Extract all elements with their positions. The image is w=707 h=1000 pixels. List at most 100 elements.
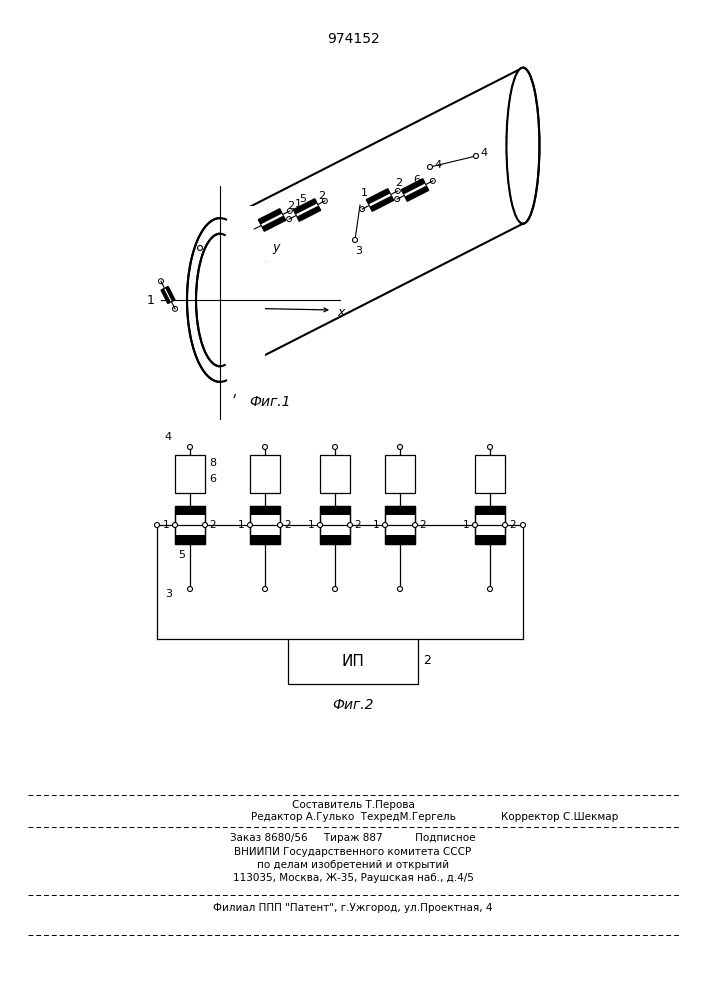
Ellipse shape: [506, 68, 539, 224]
Circle shape: [360, 207, 365, 212]
Bar: [250, 506, 280, 544]
Text: 2: 2: [423, 654, 431, 668]
Bar: [385, 455, 415, 493]
Circle shape: [332, 586, 337, 591]
Circle shape: [322, 198, 327, 203]
Bar: [250, 455, 280, 493]
Text: 113035, Москва, Ж-35, Раушская наб., д.4/5: 113035, Москва, Ж-35, Раушская наб., д.4…: [233, 873, 474, 883]
Text: 7: 7: [231, 388, 239, 401]
Text: 1: 1: [238, 520, 244, 530]
Text: y: y: [272, 241, 279, 254]
Text: 2: 2: [318, 191, 325, 201]
Text: 4: 4: [480, 148, 487, 158]
Polygon shape: [370, 196, 394, 211]
Polygon shape: [296, 203, 318, 217]
Text: 1: 1: [361, 188, 368, 198]
Circle shape: [158, 279, 163, 284]
Text: 1: 1: [295, 199, 301, 209]
Bar: [475, 455, 505, 493]
Circle shape: [353, 237, 358, 242]
Text: Корректор С.Шекмар: Корректор С.Шекмар: [501, 812, 619, 822]
Text: Фиг.2: Фиг.2: [332, 698, 374, 712]
Bar: [385, 506, 415, 544]
Text: 1: 1: [163, 520, 169, 530]
Circle shape: [348, 522, 353, 528]
Text: x: x: [337, 306, 344, 318]
Circle shape: [252, 227, 257, 232]
Circle shape: [488, 586, 493, 591]
Circle shape: [187, 586, 192, 591]
Polygon shape: [165, 287, 175, 301]
Circle shape: [202, 522, 207, 528]
Bar: [475, 506, 505, 544]
Bar: [475, 535, 505, 544]
Text: 6: 6: [413, 175, 420, 185]
Bar: [475, 506, 505, 515]
Bar: [175, 506, 205, 544]
Polygon shape: [297, 206, 321, 221]
Circle shape: [397, 444, 402, 450]
Circle shape: [173, 522, 177, 528]
Text: 5: 5: [178, 550, 185, 560]
Text: по делам изобретений и открытий: по делам изобретений и открытий: [257, 860, 449, 870]
Circle shape: [197, 245, 202, 250]
Circle shape: [488, 444, 493, 450]
Polygon shape: [402, 179, 425, 194]
Ellipse shape: [187, 218, 253, 382]
Circle shape: [382, 522, 387, 528]
Text: 5: 5: [300, 194, 307, 204]
Circle shape: [428, 164, 433, 169]
Text: 3: 3: [165, 589, 172, 599]
Bar: [320, 535, 350, 544]
Circle shape: [155, 522, 160, 528]
Polygon shape: [164, 288, 173, 302]
Bar: [385, 506, 415, 544]
Circle shape: [332, 444, 337, 450]
Text: z: z: [225, 207, 231, 220]
Bar: [175, 535, 205, 544]
Bar: [320, 506, 350, 515]
Text: 1: 1: [147, 294, 155, 306]
Text: Составитель Т.Перова: Составитель Т.Перова: [291, 800, 414, 810]
Ellipse shape: [196, 234, 244, 366]
Circle shape: [287, 208, 292, 213]
Text: 6: 6: [209, 474, 216, 484]
Text: 2: 2: [209, 520, 216, 530]
Bar: [320, 506, 350, 544]
Text: Редактор А.Гулько  ТехредМ.Гергель: Редактор А.Гулько ТехредМ.Гергель: [250, 812, 455, 822]
Polygon shape: [220, 206, 265, 394]
Text: 2: 2: [419, 520, 426, 530]
Text: Заказ 8680/56     Тираж 887          Подписное: Заказ 8680/56 Тираж 887 Подписное: [230, 833, 476, 843]
Text: ВНИИПИ Государственного комитета СССР: ВНИИПИ Государственного комитета СССР: [235, 847, 472, 857]
Circle shape: [397, 586, 402, 591]
Polygon shape: [405, 186, 428, 201]
Bar: [250, 506, 280, 544]
Text: 1: 1: [373, 520, 379, 530]
Polygon shape: [366, 189, 390, 204]
Bar: [475, 506, 505, 544]
Bar: [250, 535, 280, 544]
Circle shape: [262, 586, 267, 591]
Bar: [175, 506, 205, 515]
Text: 2: 2: [284, 520, 291, 530]
Bar: [385, 535, 415, 544]
Circle shape: [520, 522, 525, 528]
Circle shape: [286, 217, 292, 222]
Polygon shape: [261, 213, 284, 227]
Text: 2: 2: [395, 178, 402, 188]
Circle shape: [187, 444, 192, 450]
Polygon shape: [161, 289, 170, 303]
Bar: [250, 506, 280, 515]
Polygon shape: [262, 216, 286, 231]
Text: 2: 2: [354, 520, 361, 530]
Circle shape: [395, 188, 400, 193]
Polygon shape: [404, 183, 426, 197]
Text: ИП: ИП: [341, 654, 364, 668]
Bar: [175, 455, 205, 493]
Bar: [320, 455, 350, 493]
Circle shape: [474, 153, 479, 158]
Text: 2: 2: [509, 520, 515, 530]
Text: 4: 4: [434, 160, 441, 170]
Text: Филиал ППП "Патент", г.Ужгород, ул.Проектная, 4: Филиал ППП "Патент", г.Ужгород, ул.Проек…: [214, 903, 493, 913]
Text: Фиг.1: Фиг.1: [250, 395, 291, 409]
